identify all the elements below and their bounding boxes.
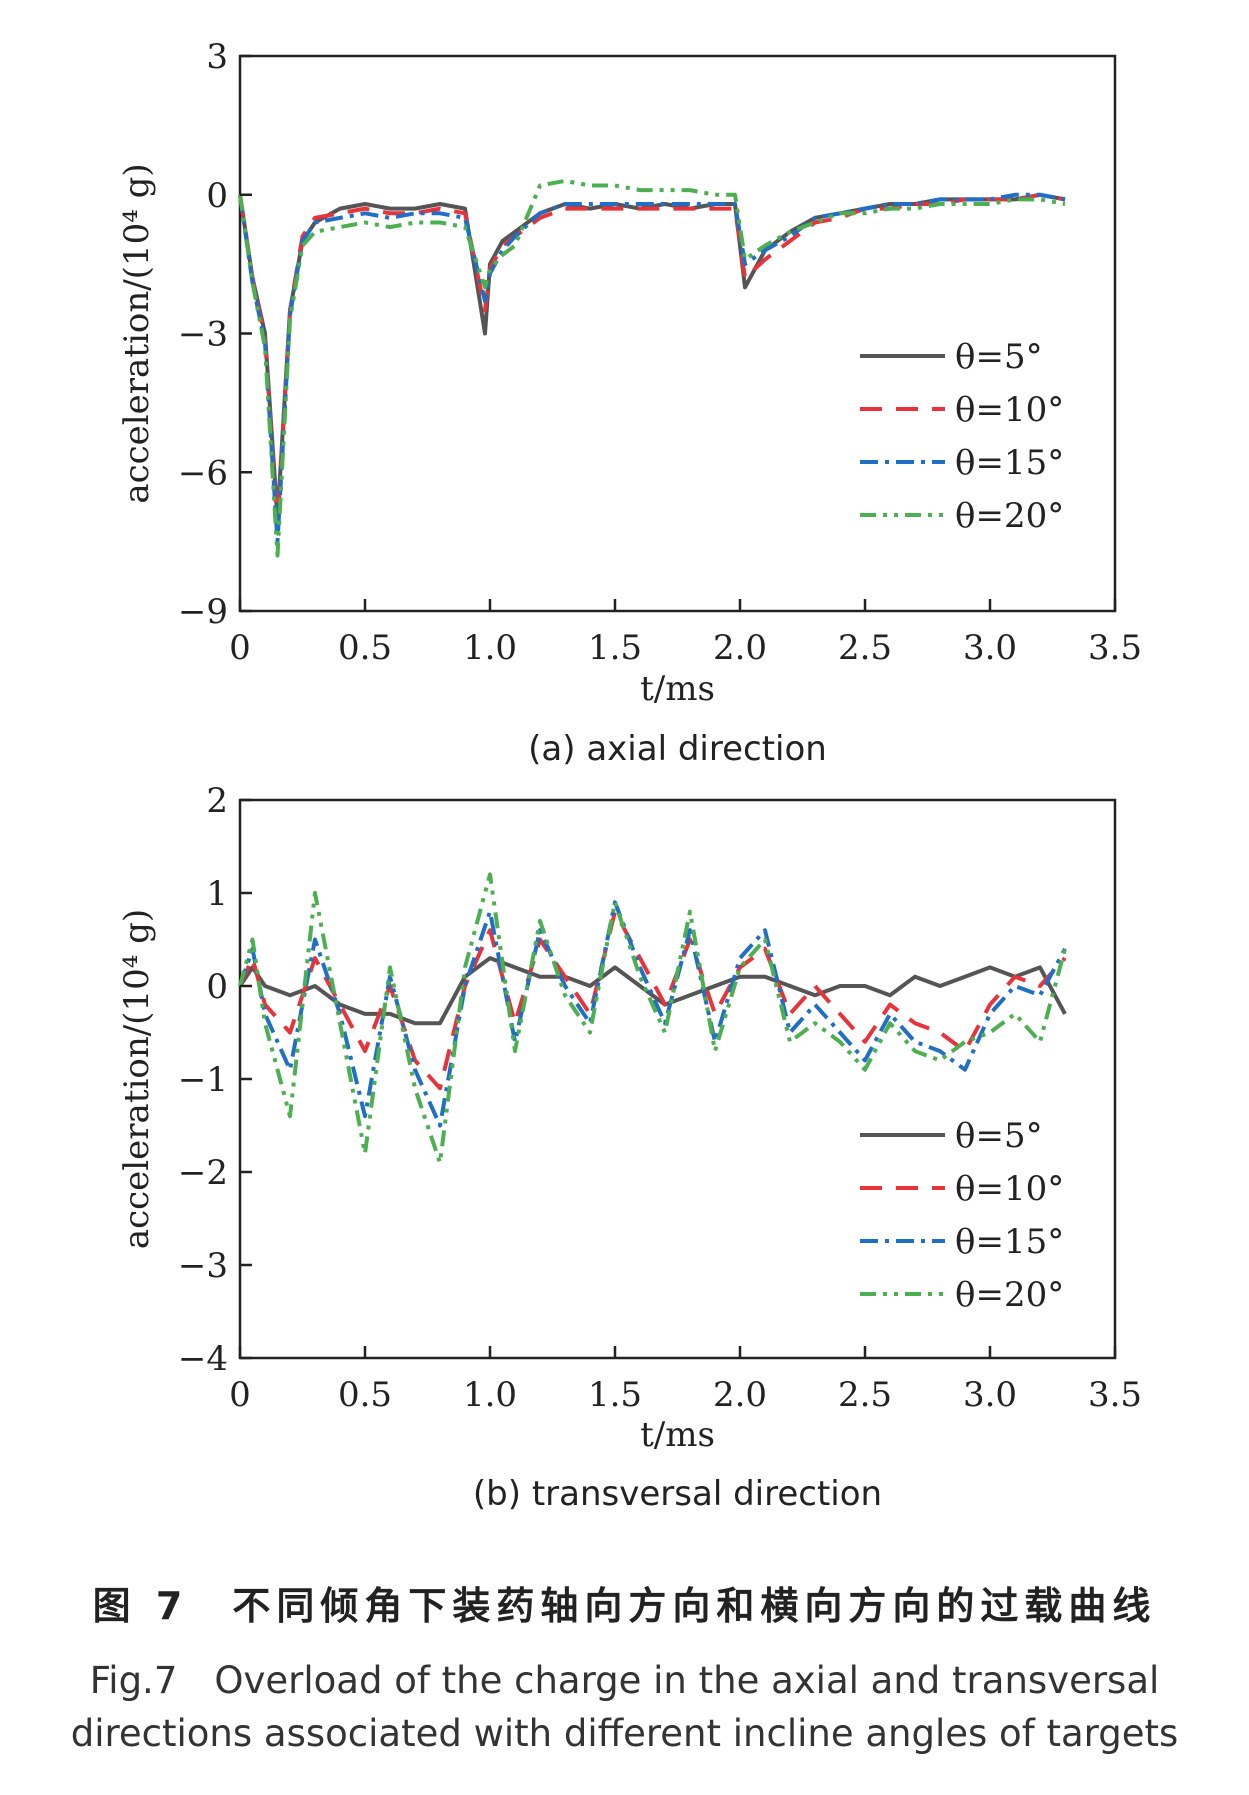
y-axis-label: acceleration/(10⁴ g) xyxy=(117,163,157,503)
x-tick-label: 2.0 xyxy=(713,1375,767,1415)
x-tick-label: 2.0 xyxy=(713,628,767,668)
chart-subtitle: (a) axial direction xyxy=(528,729,827,769)
y-tick-label: −3 xyxy=(178,315,228,355)
y-tick-label: 0 xyxy=(206,967,228,1007)
x-axis-label: t/ms xyxy=(640,669,715,709)
y-tick-label: 0 xyxy=(206,176,228,216)
x-tick-label: 2.5 xyxy=(838,628,892,668)
x-tick-label: 1.0 xyxy=(463,628,517,668)
series-line xyxy=(238,900,1067,1128)
x-tick-label: 3.0 xyxy=(963,1375,1017,1415)
x-tick-label: 3.5 xyxy=(1088,628,1142,668)
y-tick-label: −6 xyxy=(178,453,228,493)
x-tick-label: 0.5 xyxy=(338,628,392,668)
x-tick-label: 3.0 xyxy=(963,628,1017,668)
caption-english-line-2: directions associated with different inc… xyxy=(70,1712,1179,1755)
x-axis-label: t/ms xyxy=(640,1415,715,1455)
y-tick-label: −4 xyxy=(178,1339,228,1379)
series-line xyxy=(238,909,1067,1091)
y-tick-label: −1 xyxy=(178,1060,228,1100)
x-tick-label: 0 xyxy=(229,628,251,668)
chart-subtitle: (b) transversal direction xyxy=(473,1474,882,1514)
legend-label: θ=15° xyxy=(955,1222,1064,1262)
x-tick-label: 2.5 xyxy=(838,1375,892,1415)
legend-label: θ=20° xyxy=(955,496,1064,536)
caption-english-line-1: Fig.7 Overload of the charge in the axia… xyxy=(89,1659,1160,1702)
caption-chinese: 图 7 不同倾角下装药轴向方向和横向方向的过载曲线 xyxy=(92,1584,1157,1628)
figure-canvas: 0 0.5 1.0 1.5 2.0 2.5 3.0 3.5 3 0 −3 −6 −9 t/ms accele… xyxy=(117,37,1142,1514)
x-tick-label: 1.0 xyxy=(463,1375,517,1415)
series-group xyxy=(238,178,1066,558)
chart-transversal: 0 0.5 1.0 1.5 2.0 2.5 3.0 3.5 2 1 0 −1 −2 −3 −4 t/ms acc… xyxy=(117,781,1142,1514)
x-tick-label: 0 xyxy=(229,1375,251,1415)
x-tick-label: 0.5 xyxy=(338,1375,392,1415)
series-line xyxy=(238,178,1066,558)
series-line xyxy=(238,956,1067,1026)
legend-label: θ=5° xyxy=(955,1116,1043,1156)
x-tick-label: 1.5 xyxy=(588,1375,642,1415)
y-axis-label: acceleration/(10⁴ g) xyxy=(117,909,157,1249)
legend-label: θ=20° xyxy=(955,1275,1064,1315)
legend-label: θ=10° xyxy=(955,390,1064,430)
legend-label: θ=15° xyxy=(955,443,1064,483)
y-tick-label: 2 xyxy=(206,781,228,821)
y-tick-label: −9 xyxy=(178,592,228,632)
x-tick-label: 1.5 xyxy=(588,628,642,668)
series-line xyxy=(238,192,1066,544)
series-line xyxy=(238,192,1066,530)
legend-label: θ=10° xyxy=(955,1169,1064,1209)
series-line xyxy=(238,872,1067,1165)
y-tick-label: −3 xyxy=(178,1246,228,1286)
y-tick-label: −2 xyxy=(178,1153,228,1193)
series-group xyxy=(238,872,1067,1165)
y-tick-label: 1 xyxy=(206,874,228,914)
chart-axial: 0 0.5 1.0 1.5 2.0 2.5 3.0 3.5 3 0 −3 −6 −9 t/ms accele… xyxy=(117,37,1142,769)
x-tick-label: 3.5 xyxy=(1088,1375,1142,1415)
y-tick-label: 3 xyxy=(206,37,228,77)
legend-label: θ=5° xyxy=(955,337,1043,377)
